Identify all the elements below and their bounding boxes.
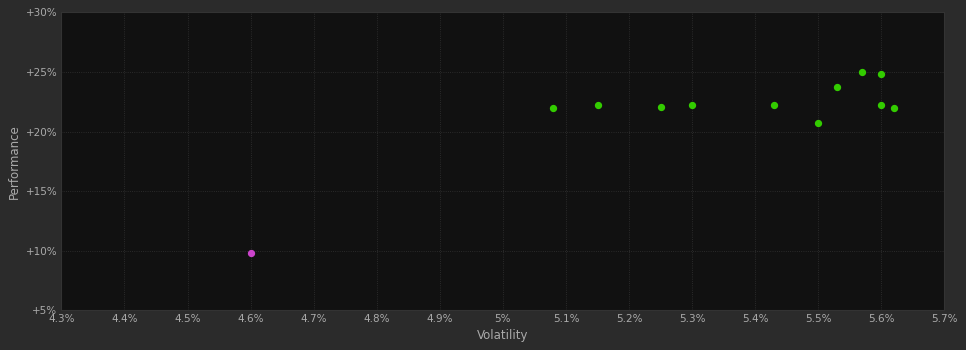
Y-axis label: Performance: Performance (9, 124, 21, 199)
Point (873, 103, 889, 108)
Point (830, 85, 845, 90)
Point (653, 104, 668, 109)
Point (242, 250, 258, 256)
Point (684, 103, 699, 108)
Point (855, 69, 870, 75)
Point (810, 120, 826, 126)
Point (766, 103, 781, 108)
Point (590, 103, 606, 108)
Point (546, 105, 561, 111)
Point (873, 71, 889, 77)
X-axis label: Volatility: Volatility (477, 329, 528, 342)
Point (886, 105, 901, 111)
